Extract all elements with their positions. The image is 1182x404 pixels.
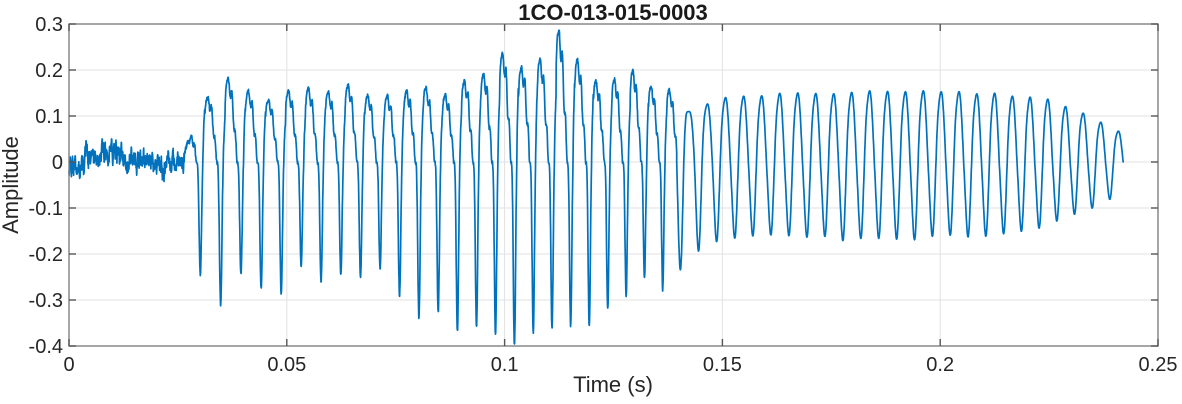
axes-box <box>68 23 1159 347</box>
x-tick-label: 0.1 <box>491 354 519 376</box>
y-tick-label: 0.2 <box>35 60 63 82</box>
y-tick-label: -0.3 <box>29 290 63 312</box>
gridlines <box>69 24 1158 346</box>
y-tick-label: 0.1 <box>35 106 63 128</box>
y-tick-label: 0 <box>52 152 63 174</box>
x-tick-label: 0.15 <box>703 354 742 376</box>
x-tick-label: 0.2 <box>926 354 954 376</box>
y-tick-label: -0.4 <box>29 336 63 358</box>
tick-labels: 0 0.05 0.1 0.15 0.2 0.25 -0.4 -0.3 -0.2 -0.1 0 0.1 0… <box>29 14 1178 376</box>
y-tick-label: -0.1 <box>29 198 63 220</box>
x-tick-label: 0.25 <box>1139 354 1178 376</box>
axes <box>68 23 1159 347</box>
waveform-path <box>68 29 1125 345</box>
y-tick-label: -0.2 <box>29 244 63 266</box>
y-tick-label: 0.3 <box>35 14 63 36</box>
x-tick-label: 0.05 <box>267 354 306 376</box>
x-tick-label: 0 <box>63 354 74 376</box>
x-axis-label: Time (s) <box>573 372 653 397</box>
y-axis-label: Amplitude <box>0 136 23 234</box>
chart-title: 1CO-013-015-0003 <box>518 0 708 25</box>
waveform-series <box>68 29 1125 345</box>
